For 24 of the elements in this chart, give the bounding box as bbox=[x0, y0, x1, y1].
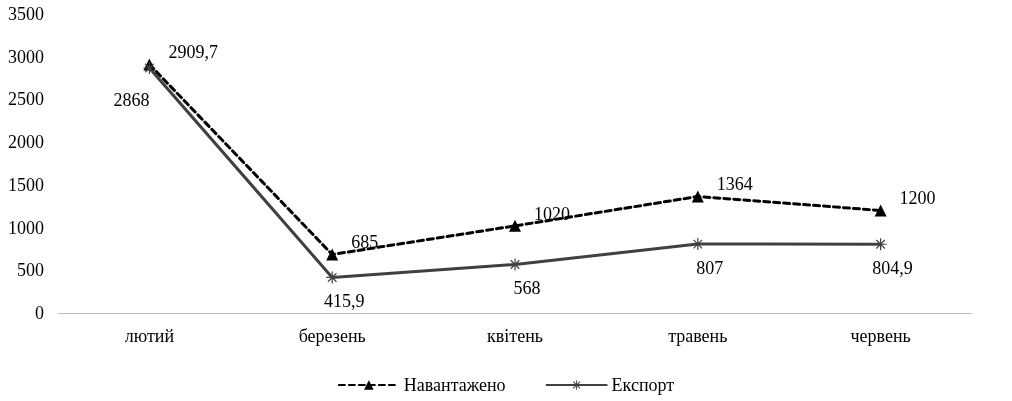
y-tick-label: 1000 bbox=[8, 217, 44, 238]
data-label: 685 bbox=[351, 232, 379, 253]
y-tick-label: 3500 bbox=[8, 4, 44, 24]
legend-label: Експорт bbox=[611, 375, 675, 395]
y-tick-label: 3000 bbox=[8, 46, 44, 67]
data-label: 568 bbox=[513, 278, 541, 299]
data-label: 804,9 bbox=[872, 258, 913, 279]
x-tick-label: лютий bbox=[124, 326, 175, 346]
data-label: 415,9 bbox=[323, 291, 365, 312]
legend-label: Навантажено bbox=[403, 375, 506, 395]
y-tick-label: 0 bbox=[35, 303, 44, 323]
x-tick-label: квітень bbox=[487, 326, 543, 346]
data-label: 2868 bbox=[113, 89, 150, 110]
x-tick-label: березень bbox=[298, 326, 366, 346]
data-label: 1364 bbox=[716, 174, 753, 195]
y-tick-label: 500 bbox=[17, 260, 44, 281]
y-tick-label: 2500 bbox=[8, 89, 44, 110]
y-tick-label: 1500 bbox=[8, 174, 44, 195]
x-tick-label: червень bbox=[850, 326, 911, 346]
data-label: 1200 bbox=[899, 188, 936, 209]
y-tick-label: 2000 bbox=[8, 132, 44, 153]
data-label: 807 bbox=[696, 258, 724, 279]
data-label: 2909,7 bbox=[168, 42, 218, 63]
x-tick-label: травень bbox=[668, 326, 728, 346]
